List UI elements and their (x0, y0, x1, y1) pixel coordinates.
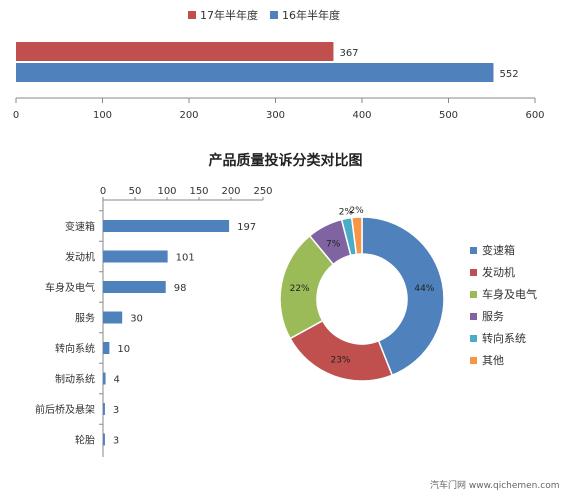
cat-label: 制动系统 (55, 373, 95, 386)
watermark: 汽车门网 www.qichemen.com (430, 481, 560, 491)
donut-legend-item: 发动机 (470, 261, 537, 283)
donut-slice (350, 216, 363, 256)
cat-bar-label: 10 (117, 344, 130, 355)
donut-legend-label: 转向系统 (482, 332, 526, 345)
cat-x-tick-label: 100 (157, 186, 176, 197)
cat-label: 发动机 (65, 251, 95, 264)
legend-label-16: 16年半年度 (282, 9, 340, 22)
legend-item-17: 17年半年度 (188, 7, 258, 23)
cat-bar (103, 220, 230, 232)
cat-label: 变速箱 (65, 220, 95, 233)
top-x-tick-label: 200 (179, 110, 198, 121)
top-x-tick-label: 100 (93, 110, 112, 121)
top-x-tick-label: 300 (266, 110, 285, 121)
top-x-tick-label: 500 (439, 110, 458, 121)
bar-16 (16, 63, 494, 82)
cat-bar-label: 4 (114, 375, 120, 386)
donut-legend-swatch (470, 334, 477, 342)
donut-legend-item: 转向系统 (470, 327, 537, 349)
cat-x-tick-label: 150 (189, 186, 208, 197)
donut-legend-item: 其他 (470, 349, 537, 371)
donut-legend-label: 服务 (482, 310, 504, 323)
cat-x-tick-label: 0 (100, 186, 106, 197)
bar-label-16: 552 (499, 69, 518, 80)
cat-x-tick-label: 200 (221, 186, 240, 197)
legend-label-17: 17年半年度 (200, 9, 258, 22)
cat-bar-label: 98 (174, 283, 187, 294)
cat-label: 车身及电气 (45, 281, 95, 294)
donut-legend-label: 其他 (482, 354, 504, 367)
cat-bar (103, 342, 110, 354)
top-chart-legend: 17年半年度 16年半年度 (188, 7, 340, 23)
donut-slice-label: 2% (339, 208, 354, 218)
donut-slice-label: 23% (330, 356, 350, 366)
cat-label: 转向系统 (55, 342, 95, 355)
cat-bar-label: 101 (176, 253, 195, 264)
donut-slice-label: 44% (414, 284, 434, 294)
chart-title: 产品质量投诉分类对比图 (208, 153, 363, 169)
cat-bar (103, 281, 166, 293)
donut-legend-item: 服务 (470, 305, 537, 327)
cat-bar-label: 3 (113, 436, 119, 447)
donut-legend-swatch (470, 356, 477, 364)
cat-x-tick-label: 50 (129, 186, 142, 197)
donut-slice-label: 2% (349, 206, 364, 216)
donut-legend-label: 变速箱 (482, 244, 515, 257)
cat-label: 服务 (75, 312, 95, 325)
donut-legend-swatch (470, 268, 477, 276)
bar-17 (16, 42, 334, 61)
cat-bar (103, 403, 105, 415)
donut-legend-label: 发动机 (482, 266, 515, 279)
donut-legend-swatch (470, 290, 477, 298)
cat-bar-label: 3 (113, 405, 119, 416)
cat-bar-label: 197 (237, 222, 256, 233)
donut-legend-item: 车身及电气 (470, 283, 537, 305)
cat-bar (103, 372, 106, 385)
donut-slice-label: 22% (290, 284, 310, 294)
cat-bar-label: 30 (130, 314, 143, 325)
donut-slice-label: 7% (326, 239, 341, 249)
cat-bar (103, 433, 105, 446)
cat-bar (103, 311, 123, 324)
donut-legend-item: 变速箱 (470, 239, 537, 261)
cat-label: 轮胎 (75, 434, 95, 447)
legend-swatch-16 (270, 11, 278, 19)
donut-legend-swatch (470, 246, 477, 254)
cat-x-tick-label: 250 (253, 186, 272, 197)
top-x-tick-label: 600 (525, 110, 544, 121)
bar-label-17: 367 (339, 48, 358, 59)
donut-legend-label: 车身及电气 (482, 288, 537, 301)
cat-label: 前后桥及悬架 (35, 403, 95, 416)
legend-item-16: 16年半年度 (270, 7, 340, 23)
donut-legend: 变速箱发动机车身及电气服务转向系统其他 (470, 239, 537, 371)
cat-bar (103, 250, 168, 263)
donut-slice (361, 216, 445, 377)
top-x-tick-label: 0 (13, 110, 19, 121)
top-x-tick-label: 400 (352, 110, 371, 121)
legend-swatch-17 (188, 11, 196, 19)
donut-legend-swatch (470, 312, 477, 320)
